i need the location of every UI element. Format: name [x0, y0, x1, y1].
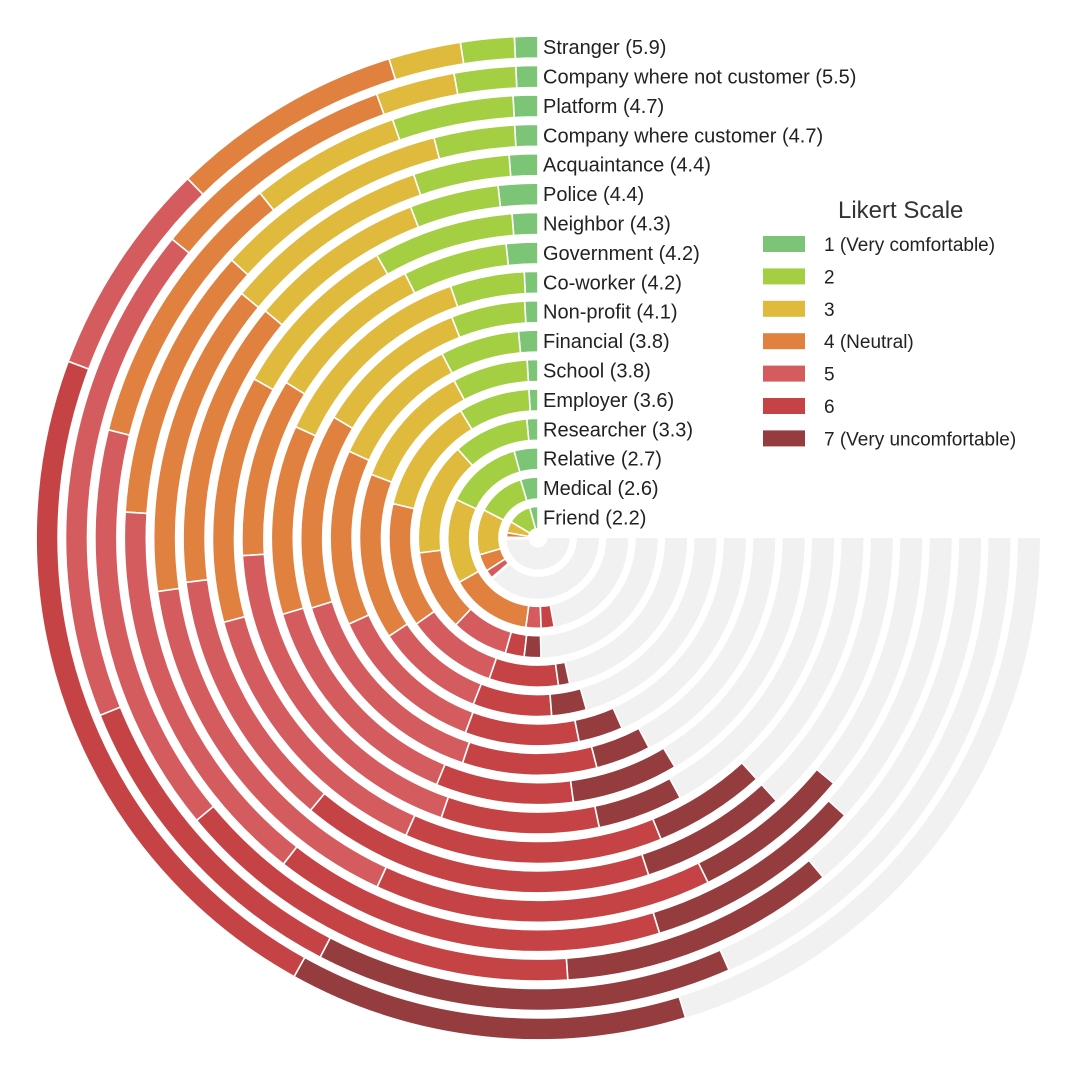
ring-label: Relative (2.7) — [543, 449, 662, 471]
legend-item-label: 3 — [824, 300, 835, 321]
ring-segment — [461, 741, 598, 777]
legend-title: Likert Scale — [838, 197, 963, 224]
ring-segment — [565, 859, 825, 981]
ring-segment — [432, 124, 517, 160]
ring-segment — [539, 604, 556, 630]
legend: Likert Scale 1 (Very comfortable) 2 3 4 (Ne… — [763, 197, 1016, 450]
ring-label: Company where not customer (5.5) — [543, 67, 856, 89]
ring-label: Co-worker (4.2) — [543, 272, 682, 294]
ring-segment — [508, 152, 539, 178]
ring-labels-group: Stranger (5.9) Company where not customer… — [543, 37, 856, 529]
ring-segment — [573, 706, 624, 743]
rings-group — [35, 35, 1040, 1041]
ring-label: Government (4.2) — [543, 243, 700, 265]
ring-label: Friend (2.2) — [543, 508, 646, 530]
ring-label: Non-profit (4.1) — [543, 302, 678, 324]
ring — [358, 358, 717, 718]
ring-label: Employer (3.6) — [543, 390, 674, 412]
ring-segment — [319, 936, 731, 1012]
ring-label: Medical (2.6) — [543, 478, 659, 500]
ring-segment — [513, 123, 539, 148]
ring — [241, 241, 835, 835]
ring-segment — [293, 956, 687, 1041]
ring-segment — [517, 329, 539, 354]
ring-segment — [452, 65, 518, 96]
ring-label: Financial (3.8) — [543, 331, 670, 353]
legend-item-label: 7 (Very uncomfortable) — [824, 429, 1016, 450]
ring-segment — [512, 94, 539, 119]
legend-item-label: 2 — [824, 267, 835, 288]
ring-label: Researcher (3.3) — [543, 419, 693, 441]
ring-segment — [446, 498, 480, 584]
ring-segment — [490, 562, 511, 580]
ring — [270, 270, 805, 806]
legend-item-label: 6 — [824, 397, 835, 418]
ring-segment — [472, 682, 553, 718]
legend-item-label: 1 (Very comfortable) — [824, 235, 995, 256]
ring — [123, 123, 952, 953]
ring-label: School (3.8) — [543, 361, 651, 383]
ring-segment — [464, 711, 581, 747]
ring-segment — [524, 604, 542, 630]
ring — [476, 476, 599, 599]
ring — [329, 329, 746, 747]
legend-swatch — [763, 268, 805, 285]
ring-segment — [523, 270, 539, 295]
ring-segment — [590, 727, 651, 769]
ring-label: Platform (4.7) — [543, 96, 664, 118]
legend-item-label: 4 (Neutral) — [824, 332, 914, 353]
ring-label: Police (4.4) — [543, 184, 644, 206]
legend-swatch — [763, 236, 805, 252]
ring-label: Acquaintance (4.4) — [543, 155, 711, 177]
ring — [64, 64, 1011, 1012]
ring-segment — [554, 661, 571, 687]
ring-segment — [488, 657, 560, 688]
ring — [417, 417, 658, 659]
ring-segment — [505, 241, 539, 267]
ring-segment — [697, 768, 835, 884]
legend-swatch — [763, 398, 805, 414]
ring — [182, 182, 893, 894]
ring-segment — [505, 537, 530, 540]
ring — [505, 505, 570, 570]
ring-segment — [523, 634, 542, 659]
ring-segment — [514, 64, 539, 89]
legend-swatch — [763, 300, 805, 317]
ring — [94, 94, 982, 982]
ring-label: Neighbor (4.3) — [543, 214, 671, 236]
legend-swatch — [763, 430, 805, 447]
ring — [446, 446, 629, 630]
ring — [388, 388, 688, 688]
ring-label: Stranger (5.9) — [543, 37, 666, 59]
ring-segment — [459, 35, 517, 65]
ring-segment — [652, 799, 846, 935]
legend-swatch — [763, 333, 805, 350]
ring-label: Company where customer (4.7) — [543, 125, 823, 147]
ring-segment — [523, 299, 539, 324]
legend-item-label: 5 — [824, 365, 835, 386]
ring-segment — [569, 746, 676, 804]
ring — [152, 152, 923, 924]
ring-segment — [640, 783, 778, 877]
ring-segment — [513, 35, 539, 60]
legend-swatch — [763, 365, 805, 382]
ring-segment — [549, 687, 588, 717]
ring-segment — [497, 182, 539, 209]
ring — [211, 211, 864, 865]
ring-segment — [511, 211, 539, 237]
ring-segment — [651, 761, 758, 841]
ring-segment — [593, 777, 682, 829]
ring — [299, 299, 776, 777]
ring — [35, 35, 1040, 1041]
